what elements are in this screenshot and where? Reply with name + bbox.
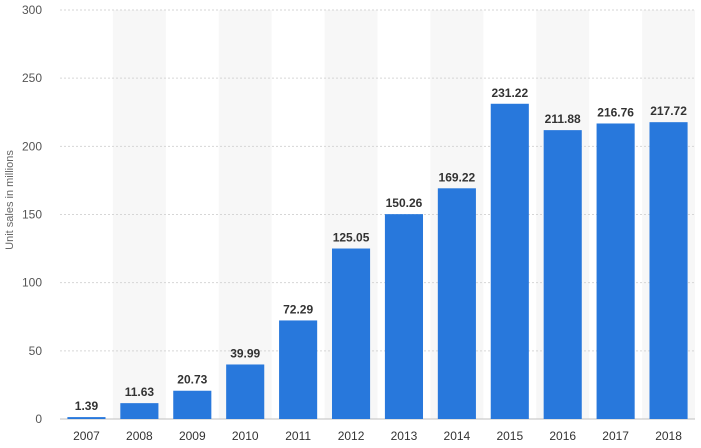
bar[interactable] [437, 188, 476, 419]
bar[interactable] [173, 390, 212, 419]
bar-value-labels: 1.39 11.63 20.73 39.99 72.29 125.05 150.26 169.… [75, 86, 687, 413]
x-axis-ticks: 2007 2008 2009 2010 2011 2012 2013 2014 2015 2016… [73, 429, 682, 443]
y-tick-label: 200 [22, 139, 42, 153]
x-tick-label: 2015 [496, 429, 523, 443]
bar-value-label: 216.76 [597, 105, 634, 119]
bar-value-label: 125.05 [333, 231, 370, 245]
y-axis-title: Unit sales in millions [4, 150, 16, 250]
x-tick-label: 2016 [549, 429, 576, 443]
bar-value-label: 169.22 [439, 170, 476, 184]
bar[interactable] [67, 417, 106, 419]
y-tick-label: 0 [35, 412, 42, 426]
bar-value-label: 1.39 [75, 399, 99, 413]
bar[interactable] [226, 364, 265, 419]
y-tick-label: 250 [22, 71, 42, 85]
bar-value-label: 20.73 [177, 373, 207, 387]
bar-value-label: 11.63 [125, 385, 155, 399]
bar[interactable] [120, 403, 159, 419]
bars [67, 103, 688, 420]
bar[interactable] [596, 123, 635, 420]
bar[interactable] [279, 320, 318, 419]
x-tick-label: 2010 [232, 429, 259, 443]
y-tick-label: 150 [22, 208, 42, 222]
x-tick-label: 2013 [391, 429, 418, 443]
bar-value-label: 231.22 [491, 86, 528, 100]
gridlines [60, 9, 695, 420]
y-tick-label: 100 [22, 276, 42, 290]
bar[interactable] [543, 130, 582, 419]
x-tick-label: 2009 [179, 429, 206, 443]
x-tick-label: 2018 [655, 429, 682, 443]
bar[interactable] [649, 122, 688, 420]
bar-value-label: 150.26 [386, 196, 423, 210]
x-tick-label: 2017 [602, 429, 629, 443]
bar-value-label: 217.72 [650, 104, 687, 118]
x-tick-label: 2014 [444, 429, 471, 443]
x-tick-label: 2008 [126, 429, 153, 443]
x-tick-label: 2011 [285, 429, 311, 443]
bar-value-label: 211.88 [545, 112, 581, 126]
bar[interactable] [384, 214, 424, 419]
y-axis-ticks: 0 50 100 150 200 250 300 [22, 3, 42, 426]
bar[interactable] [331, 248, 371, 419]
bar-value-label: 39.99 [230, 346, 260, 360]
y-tick-label: 50 [29, 344, 43, 358]
bar-value-label: 72.29 [283, 302, 313, 316]
x-tick-label: 2012 [338, 429, 365, 443]
bar[interactable] [490, 103, 529, 419]
y-tick-label: 300 [22, 3, 42, 17]
x-tick-label: 2007 [73, 429, 100, 443]
